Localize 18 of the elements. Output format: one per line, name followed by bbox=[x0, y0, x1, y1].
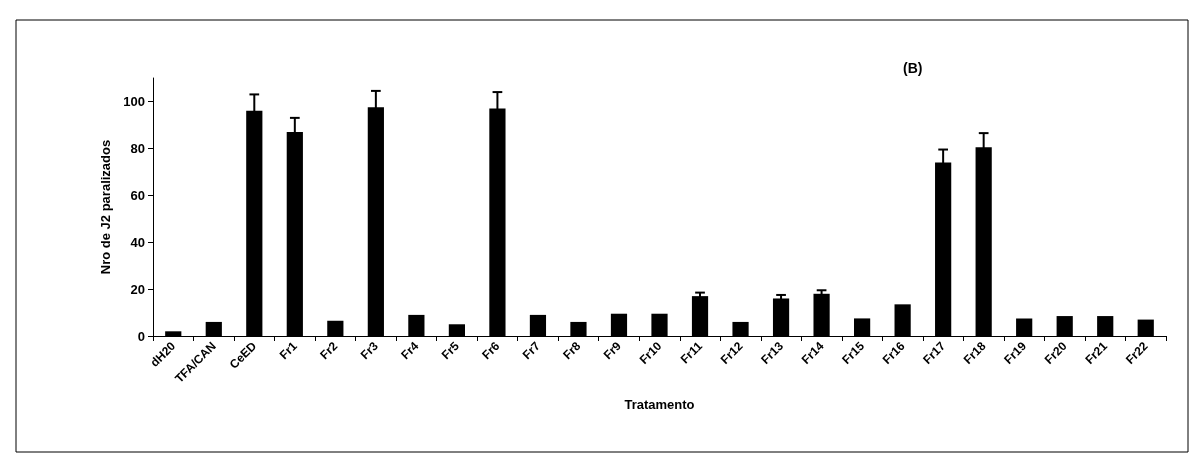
y-tick-label: 0 bbox=[137, 328, 145, 344]
x-tick-label: Fr4 bbox=[398, 338, 422, 363]
x-tick-label: Fr7 bbox=[519, 338, 544, 363]
x-tick-label: Fr8 bbox=[560, 338, 584, 363]
y-tick-label: 100 bbox=[123, 93, 145, 109]
y-tick-label: 80 bbox=[130, 140, 145, 156]
x-tick-label: Fr1 bbox=[276, 338, 300, 363]
y-axis-title: Nro de J2 paralizados bbox=[98, 139, 114, 275]
x-tick-label: Fr5 bbox=[438, 338, 463, 363]
x-tick-label: Fr3 bbox=[357, 338, 382, 363]
chart-title: (B) bbox=[903, 60, 923, 76]
x-tick-label: Fr6 bbox=[479, 338, 503, 363]
y-tick-label: 40 bbox=[130, 234, 145, 250]
y-tick-label: 60 bbox=[130, 187, 145, 203]
x-tick-label: Fr2 bbox=[317, 338, 341, 363]
y-tick-label: 20 bbox=[130, 281, 145, 297]
x-tick-label: Fr9 bbox=[600, 338, 625, 363]
x-axis-title: Tratamento bbox=[624, 397, 695, 412]
